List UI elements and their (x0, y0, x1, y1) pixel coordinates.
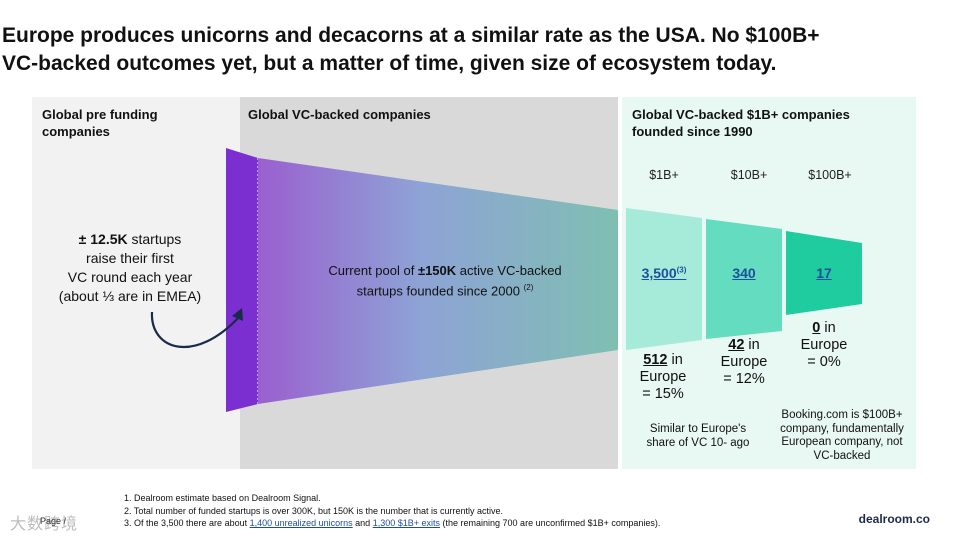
tier-label-10b: $10B+ (730, 168, 768, 182)
europe-stat-10b: 42 in Europe = 12% (706, 337, 782, 388)
vc-pool-line-2: startups founded since 2000 (2) (300, 279, 590, 299)
note-line: VC-backed (813, 449, 871, 462)
europe-share-1b: = 15% (642, 386, 684, 402)
unrealized-unicorns-link[interactable]: 1,400 unrealized unicorns (249, 518, 353, 528)
title-line-2: VC-backed outcomes yet, but a matter of … (2, 52, 777, 75)
pre-funding-line-2: raise their first (86, 250, 174, 266)
vc-pool-prefix: Current pool of (328, 263, 418, 278)
europe-count-10b: 42 (728, 337, 745, 353)
footnote-3-text: and (352, 518, 373, 528)
footnote-2: 2. Total number of funded startups is ov… (124, 505, 504, 516)
note-line: share of VC 10- ago (646, 436, 750, 449)
note-line: European company, not (781, 436, 903, 448)
vc-pool-description: Current pool of ±150K active VC-backed s… (300, 262, 590, 299)
dealroom-logo: dealroom.co (858, 512, 930, 526)
note-line: company, fundamentally (780, 422, 904, 435)
count-1b[interactable]: 3,500 (641, 265, 677, 281)
europe-stat-100b: 0 in Europe = 0% (786, 320, 862, 371)
count-1b-link[interactable]: 3,500(3) (626, 265, 702, 281)
pre-funding-line-3: VC round each year (67, 269, 193, 285)
footnote-1: 1. Dealroom estimate based on Dealroom S… (124, 493, 321, 503)
title-line-1: Europe produces unicorns and decacorns a… (2, 24, 820, 47)
panel-heading-pre-funding: Global pre funding companies (42, 106, 158, 140)
count-10b-link[interactable]: 340 (732, 265, 756, 281)
europe-stat-1b: 512 in Europe = 15% (626, 352, 700, 403)
curved-arrow (150, 311, 241, 349)
panel-heading-1b-plus: Global VC-backed $1B+ companies founded … (632, 106, 850, 140)
tier-label-1b: $1B+ (649, 168, 679, 182)
note-booking: Booking.com is $100B+ company, fundament… (766, 409, 918, 463)
funnel-segment-10b (706, 219, 782, 339)
pre-funding-bar (226, 148, 258, 412)
europe-label: Europe (800, 337, 848, 353)
vc-pool-suffix: active VC-backed (456, 263, 562, 278)
funnel-segment-100b (786, 231, 862, 315)
startup-count-suffix: startups (127, 231, 182, 247)
footnotes: 1. Dealroom estimate based on Dealroom S… (124, 492, 660, 530)
europe-stat-1b-line: 512 in (626, 352, 700, 369)
europe-share-10b: = 12% (723, 371, 765, 387)
europe-stat-10b-line: 42 in (706, 337, 782, 354)
europe-share-100b: = 0% (807, 354, 841, 370)
pre-funding-description: ± 12.5K startups raise their first VC ro… (40, 230, 220, 306)
funnel-segment-1b (626, 208, 702, 350)
page-label: Page / (40, 516, 67, 526)
vc-funnel (258, 158, 618, 404)
note-line: Similar to Europe's (649, 423, 747, 435)
europe-in: in (744, 337, 760, 353)
startup-count: ± 12.5K (78, 231, 128, 247)
europe-label: Europe (639, 369, 687, 385)
footnote-ref-3: (3) (676, 265, 687, 275)
panel-heading-line: companies (42, 124, 110, 139)
count-100b-link[interactable]: 17 (816, 265, 832, 281)
europe-count-100b: 0 (812, 320, 821, 336)
footnote-ref-2: (2) (523, 283, 534, 292)
note-line: Booking.com is $100B+ (781, 409, 903, 421)
panel-heading-line: Global VC-backed $1B+ companies (632, 107, 850, 122)
page-title: Europe produces unicorns and decacorns a… (2, 22, 902, 78)
tier-label-100b: $100B+ (808, 168, 852, 182)
vc-pool-line-1: Current pool of ±150K active VC-backed (300, 262, 590, 279)
panel-pre-funding (32, 97, 240, 469)
vc-pool-count: ±150K (417, 263, 457, 278)
watermark: 大数跨境 (10, 516, 79, 533)
footnote-3-text: (the remaining 700 are unconfirmed $1B+ … (440, 518, 661, 528)
footnote-3: 3. Of the 3,500 there are about 1,400 un… (124, 517, 660, 530)
arrow-head (232, 308, 243, 321)
europe-stat-100b-line: 0 in (786, 320, 862, 337)
europe-in: in (820, 320, 836, 336)
note-vc-share: Similar to Europe's share of VC 10- ago (636, 423, 760, 450)
pre-funding-line-4: (about ⅓ are in EMEA) (58, 288, 202, 304)
vc-pool-line-2-text: startups founded since 2000 (356, 283, 520, 299)
europe-in: in (667, 352, 683, 368)
europe-label: Europe (720, 354, 768, 370)
panel-heading-line: Global pre funding (42, 107, 158, 122)
europe-count-1b: 512 (643, 352, 668, 368)
pre-funding-line-1: ± 12.5K startups (40, 230, 220, 249)
footnote-3-text: 3. Of the 3,500 there are about (124, 518, 250, 528)
panel-heading-line: founded since 1990 (632, 124, 753, 139)
exits-link[interactable]: 1,300 $1B+ exits (372, 518, 441, 528)
panel-heading-vc-backed: Global VC-backed companies (248, 107, 431, 122)
